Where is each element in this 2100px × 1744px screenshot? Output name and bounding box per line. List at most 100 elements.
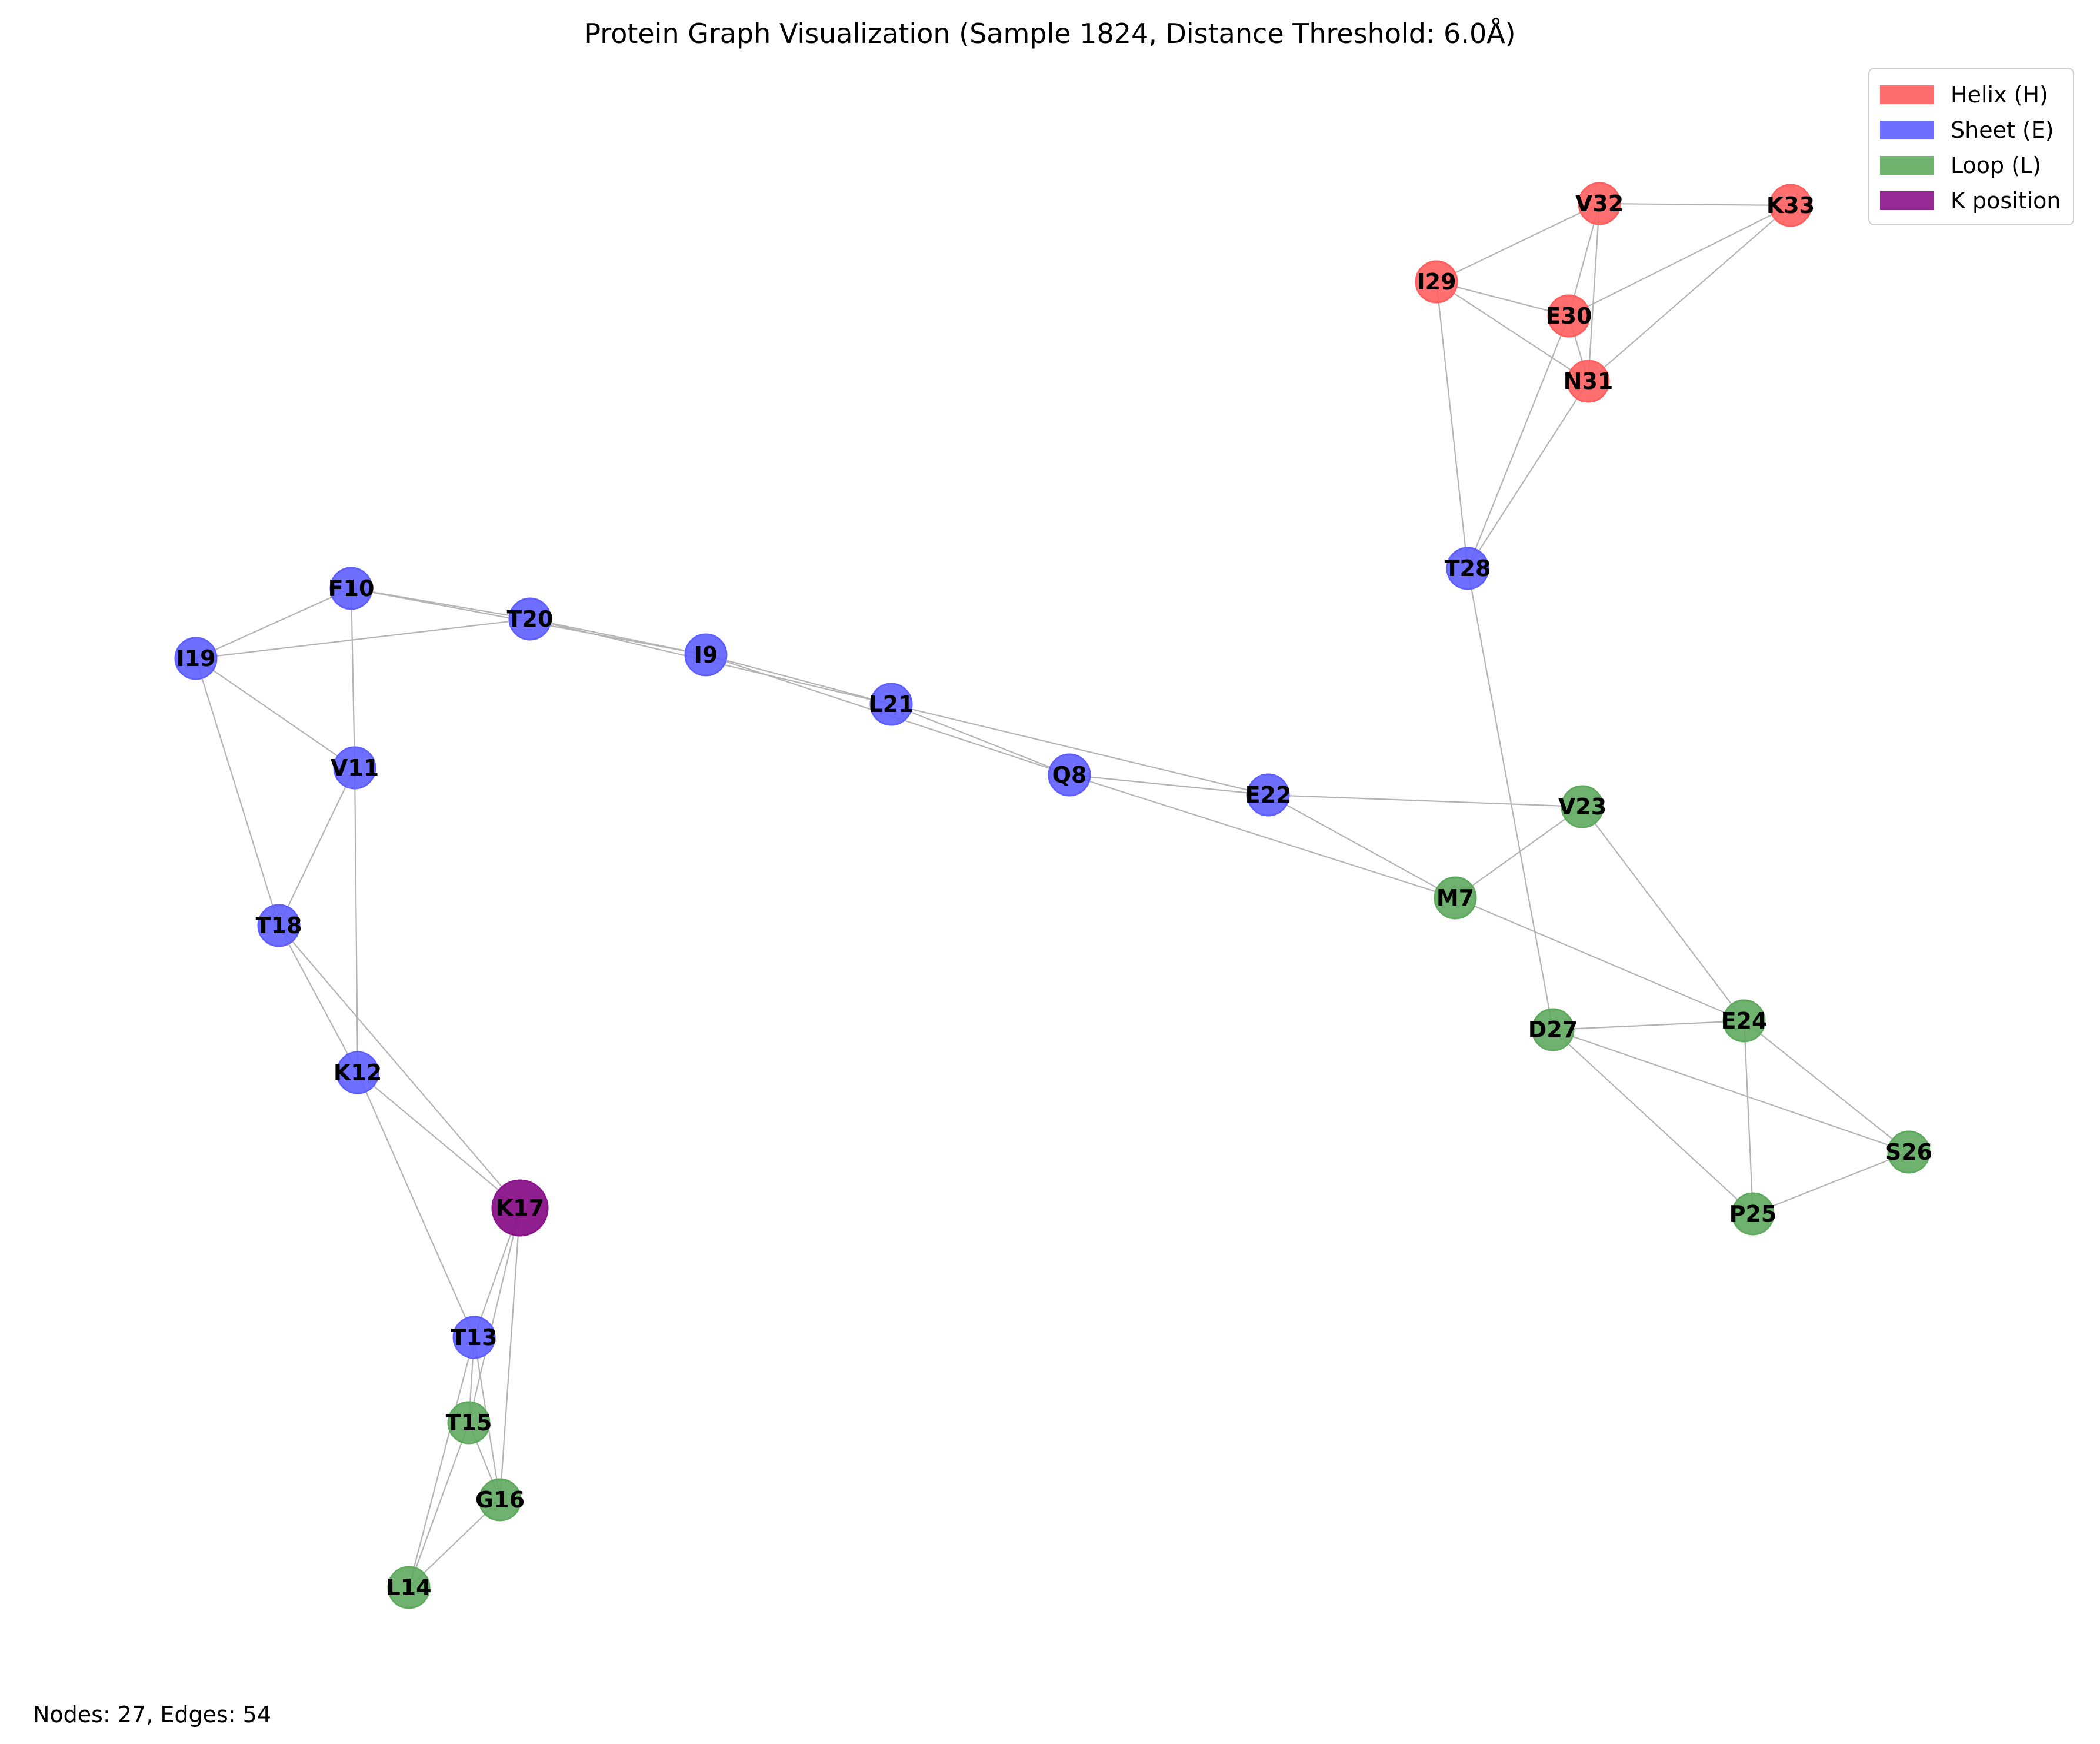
edge-I29-T28 (1435, 281, 1469, 569)
edge-V32-K33 (1599, 202, 1791, 207)
node-circle-T28 (1446, 547, 1489, 590)
node-T18: T18 (256, 904, 302, 947)
edge-I29-N31 (1436, 281, 1589, 382)
node-label-T15: T15 (446, 1410, 492, 1436)
edge-V23-M7 (1455, 806, 1583, 898)
node-circle-D27 (1531, 1008, 1575, 1051)
edges-layer (195, 202, 1909, 1588)
node-circle-T13 (452, 1316, 496, 1359)
edge-E24-P25 (1743, 1020, 1754, 1214)
node-T13: T13 (451, 1316, 498, 1359)
nodes-layer: M7 Q8 I9 F10 V11 K12 T13 L14 T15 G16 K17 T18 I19 T20 L… (174, 182, 1932, 1609)
node-circle-F10 (329, 567, 373, 610)
node-T20: T20 (507, 597, 554, 641)
edge-E22-V23 (1268, 794, 1583, 808)
node-label-E22: E22 (1245, 782, 1292, 808)
node-circle-V23 (1561, 785, 1604, 828)
node-Q8: Q8 (1048, 753, 1091, 797)
graph-stats: Nodes: 27, Edges: 54 (33, 1702, 272, 1728)
node-S26: S26 (1885, 1130, 1932, 1174)
node-label-L21: L21 (868, 691, 914, 717)
edge-D27-E24 (1552, 1020, 1745, 1031)
legend-label-sheet: Sheet (E) (1951, 117, 2054, 143)
node-circle-S26 (1887, 1130, 1931, 1174)
node-label-P25: P25 (1729, 1201, 1777, 1227)
node-K33: K33 (1766, 184, 1815, 227)
node-I29: I29 (1415, 260, 1458, 304)
node-F10: F10 (328, 567, 375, 610)
node-circle-E22 (1246, 773, 1290, 817)
node-circle-P25 (1731, 1192, 1775, 1236)
node-I9: I9 (684, 633, 728, 677)
edge-K12-T13 (356, 1072, 475, 1338)
node-K12: K12 (334, 1051, 382, 1094)
node-label-V11: V11 (331, 755, 379, 781)
edge-T20-I9 (529, 618, 706, 656)
node-label-I9: I9 (694, 642, 718, 668)
legend-label-helix: Helix (H) (1951, 82, 2048, 108)
legend-swatch-helix (1880, 85, 1934, 104)
edge-T18-K17 (278, 925, 521, 1209)
edge-F10-V11 (350, 588, 356, 768)
legend-swatch-sheet (1880, 121, 1934, 139)
node-label-K17: K17 (496, 1195, 544, 1221)
node-circle-T18 (257, 904, 301, 947)
node-label-N31: N31 (1564, 368, 1614, 394)
node-N31: N31 (1564, 360, 1614, 403)
node-E24: E24 (1721, 999, 1768, 1043)
node-circle-I29 (1415, 260, 1458, 304)
edge-T28-D27 (1466, 568, 1554, 1030)
edge-E30-T28 (1466, 315, 1570, 569)
node-label-Q8: Q8 (1052, 762, 1087, 788)
node-label-K33: K33 (1766, 192, 1815, 218)
node-T28: T28 (1445, 547, 1491, 590)
node-K17: K17 (491, 1179, 549, 1237)
legend-item-loop: Loop (L) (1880, 148, 2062, 183)
node-D27: D27 (1528, 1008, 1578, 1051)
node-label-E30: E30 (1546, 303, 1592, 329)
node-circle-E30 (1547, 294, 1591, 338)
node-P25: P25 (1729, 1192, 1777, 1236)
node-label-K12: K12 (334, 1060, 382, 1086)
node-label-T28: T28 (1445, 555, 1491, 581)
node-circle-T15 (447, 1401, 491, 1445)
edge-I19-T18 (195, 658, 280, 926)
edge-N31-T28 (1467, 381, 1589, 569)
edge-K17-T15 (468, 1207, 521, 1423)
edge-V11-T18 (278, 767, 355, 926)
edge-K33-E30 (1568, 205, 1791, 317)
node-label-T18: T18 (256, 913, 302, 938)
node-V32: V32 (1575, 182, 1624, 225)
edge-E22-M7 (1268, 794, 1456, 898)
edge-I19-T20 (195, 618, 531, 660)
edge-V11-K12 (354, 767, 359, 1073)
node-circle-E24 (1722, 999, 1766, 1043)
edge-T13-L14 (408, 1337, 475, 1588)
legend-label-loop: Loop (L) (1951, 152, 2042, 178)
node-circle-L21 (869, 683, 913, 726)
node-I19: I19 (174, 637, 218, 680)
node-circle-T20 (508, 597, 552, 641)
edge-K33-N31 (1588, 205, 1791, 382)
edge-V23-E24 (1582, 806, 1745, 1021)
node-label-E24: E24 (1721, 1008, 1768, 1034)
node-circle-L14 (387, 1566, 431, 1609)
node-label-T20: T20 (507, 606, 554, 632)
node-L14: L14 (386, 1566, 432, 1609)
edge-T18-K12 (278, 925, 358, 1073)
legend-item-helix: Helix (H) (1880, 77, 2062, 112)
edge-S26-P25 (1752, 1151, 1909, 1215)
node-T15: T15 (446, 1401, 492, 1445)
node-label-T13: T13 (451, 1324, 498, 1350)
node-V11: V11 (331, 746, 379, 790)
legend-label-k-position: K position (1951, 188, 2061, 214)
node-label-I29: I29 (1416, 269, 1456, 295)
node-label-F10: F10 (328, 575, 375, 601)
edge-I9-L21 (705, 654, 892, 705)
edge-K17-G16 (499, 1207, 521, 1500)
node-label-D27: D27 (1528, 1017, 1578, 1043)
edge-F10-I19 (195, 587, 352, 660)
node-label-L14: L14 (386, 1575, 431, 1600)
edge-I19-V11 (195, 658, 355, 768)
